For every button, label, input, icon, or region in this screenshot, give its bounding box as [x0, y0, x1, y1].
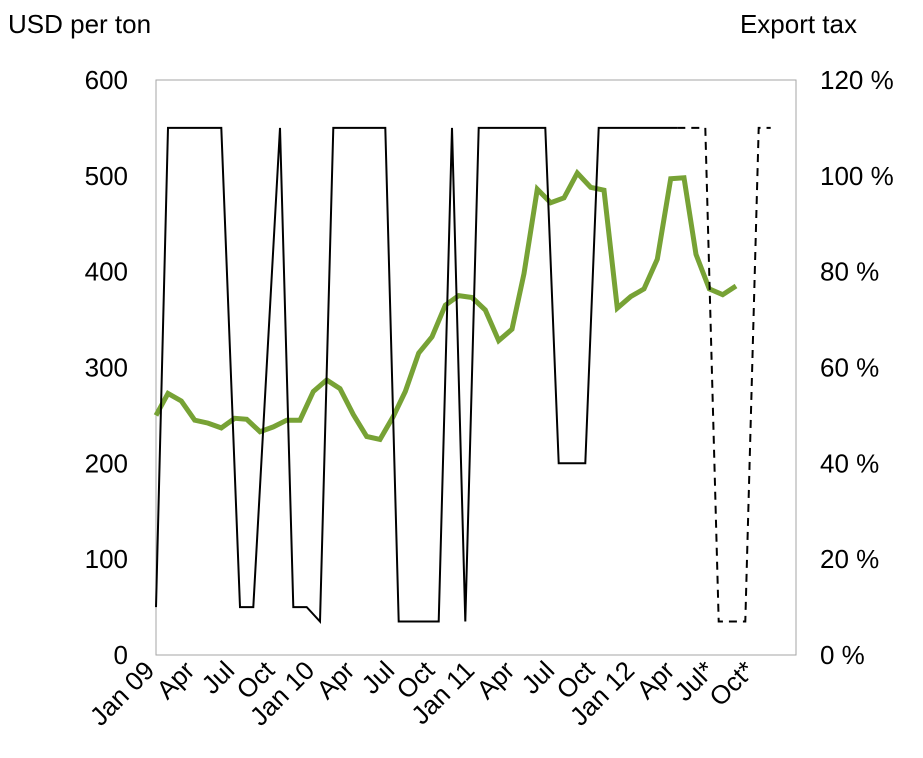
x-tick-label: Jul — [516, 655, 561, 700]
price-series-line — [153, 168, 738, 443]
left-axis-title: USD per ton — [8, 9, 151, 39]
x-tick-label: Oct* — [703, 655, 760, 712]
x-tick-label: Apr — [470, 655, 520, 705]
right-axis-ticks: 0 % 20 % 40 % 60 % 80 % 100 % 120 % — [820, 65, 894, 670]
x-tick-label: Jul — [196, 655, 241, 700]
export-tax-forecast-line — [677, 126, 771, 623]
right-tick-label: 80 % — [820, 257, 879, 287]
left-tick-label: 100 — [85, 544, 128, 574]
left-tick-label: 300 — [85, 353, 128, 383]
series-lines — [153, 126, 771, 624]
right-tick-label: 20 % — [820, 544, 879, 574]
left-axis-ticks: 0 100 200 300 400 500 600 — [85, 65, 128, 670]
left-tick-label: 200 — [85, 448, 128, 478]
x-tick-label: Jul — [356, 655, 401, 700]
right-tick-label: 60 % — [820, 353, 879, 383]
x-tick-label: Apr — [150, 655, 200, 705]
right-tick-label: 120 % — [820, 65, 894, 95]
left-tick-label: 500 — [85, 161, 128, 191]
right-tick-label: 100 % — [820, 161, 894, 191]
left-tick-label: 400 — [85, 257, 128, 287]
right-axis-title: Export tax — [740, 9, 857, 39]
plot-area-frame — [155, 79, 797, 656]
export-tax-series-line — [155, 126, 678, 624]
left-tick-label: 0 — [114, 640, 128, 670]
right-tick-label: 40 % — [820, 448, 879, 478]
x-tick-label: Apr — [310, 655, 360, 705]
right-tick-label: 0 % — [820, 640, 865, 670]
left-tick-label: 600 — [85, 65, 128, 95]
